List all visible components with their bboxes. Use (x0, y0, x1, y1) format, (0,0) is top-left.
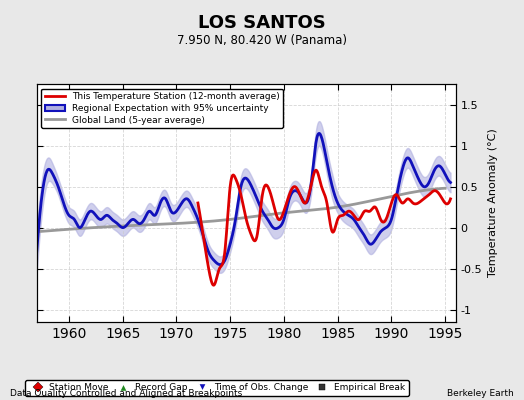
Legend: Station Move, Record Gap, Time of Obs. Change, Empirical Break: Station Move, Record Gap, Time of Obs. C… (25, 380, 409, 396)
Text: 7.950 N, 80.420 W (Panama): 7.950 N, 80.420 W (Panama) (177, 34, 347, 47)
Y-axis label: Temperature Anomaly (°C): Temperature Anomaly (°C) (488, 129, 498, 277)
Text: Berkeley Earth: Berkeley Earth (447, 389, 514, 398)
Text: LOS SANTOS: LOS SANTOS (198, 14, 326, 32)
Text: Data Quality Controlled and Aligned at Breakpoints: Data Quality Controlled and Aligned at B… (10, 389, 243, 398)
